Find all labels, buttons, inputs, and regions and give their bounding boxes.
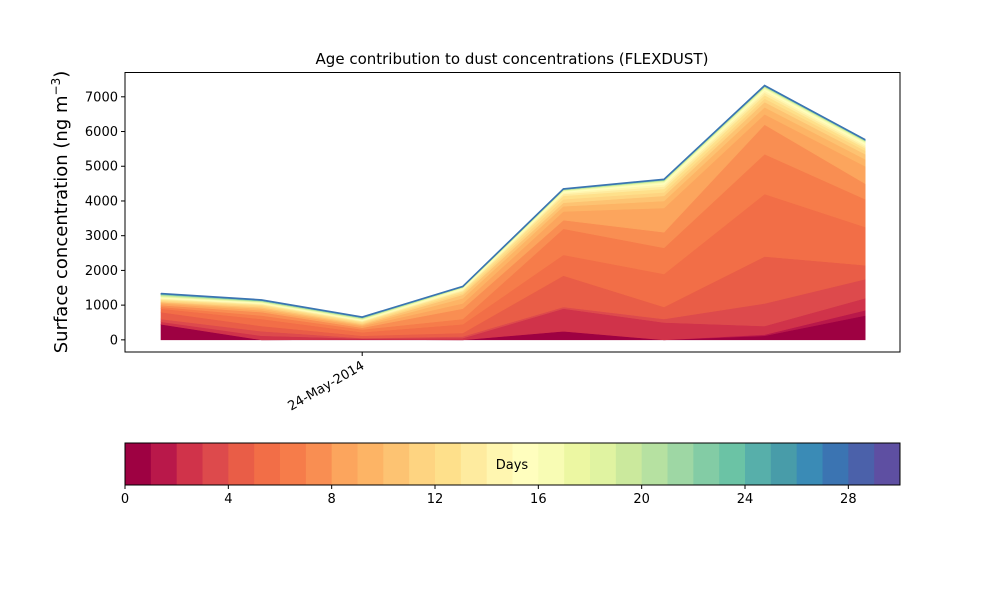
colorbar-tick-label: 28 [840,492,857,507]
colorbar-frame [124,442,901,486]
y-tick-label: 1000 [85,299,118,314]
colorbar-segment-9 [357,443,384,485]
y-axis-label-suffix: ) [51,71,72,78]
colorbar-segment-26 [796,443,823,485]
colorbar-segment-20 [641,443,668,485]
colorbar-segment-8 [331,443,358,485]
colorbar-label: Days [496,458,529,473]
colorbar-segment-12 [435,443,462,485]
colorbar-segment-0 [125,443,152,485]
chart-title: Age contribution to dust concentrations … [316,50,709,68]
colorbar-segment-17 [564,443,591,485]
y-tick-label: 7000 [85,90,118,105]
plot-frame [124,72,901,353]
colorbar-segment-13 [460,443,488,485]
x-axis: 24-May-2014 [286,352,368,414]
colorbar-tick-label: 20 [633,492,650,507]
y-tick-label: 3000 [85,229,118,244]
y-axis: 0 1000 2000 3000 4000 5000 6000 7000 [85,90,125,348]
colorbar-segment-28 [848,443,875,485]
colorbar-segment-29 [874,443,901,485]
colorbar-segment-22 [693,443,720,485]
stacked-areas [160,84,866,341]
colorbar-tick-label: 4 [224,492,232,507]
colorbar-tick-label: 24 [737,492,754,507]
y-axis-label: Surface concentration (ng m−3) [49,71,72,354]
colorbar-segment-7 [305,443,333,485]
colorbar-segment-25 [770,443,798,485]
y-tick-label: 6000 [85,125,118,140]
colorbar-segment-6 [280,443,307,485]
colorbar-segment-3 [202,443,229,485]
colorbar-tick-label: 12 [427,492,444,507]
y-tick-label: 5000 [85,160,118,175]
colorbar-segment-1 [150,443,178,485]
colorbar-tick-label: 0 [121,492,129,507]
colorbar-segment-5 [254,443,281,485]
colorbar-segment-24 [745,443,772,485]
y-tick-label: 2000 [85,264,118,279]
total-outline [160,84,866,318]
colorbar-tick-label: 8 [328,492,336,507]
colorbar-segment-23 [719,443,746,485]
colorbar-segment-11 [409,443,436,485]
colorbar-segment-16 [538,443,565,485]
colorbar-segment-4 [228,443,255,485]
y-axis-label-exponent: −3 [49,78,63,96]
colorbar-segment-19 [615,443,643,485]
colorbar-segment-2 [176,443,203,485]
colorbar-segment-27 [822,443,849,485]
colorbar-segment-15 [512,443,539,485]
y-tick-label: 0 [110,333,118,348]
x-tick-label: 24-May-2014 [286,358,368,414]
colorbar-tick-label: 16 [530,492,547,507]
y-tick-label: 4000 [85,194,118,209]
colorbar-segment-10 [383,443,410,485]
colorbar-segment-21 [667,443,694,485]
colorbar-segment-18 [590,443,617,485]
colorbar [125,443,901,485]
colorbar-segment-14 [486,443,513,485]
colorbar-ticks: 0 4 8 12 16 20 24 28 [121,485,857,507]
